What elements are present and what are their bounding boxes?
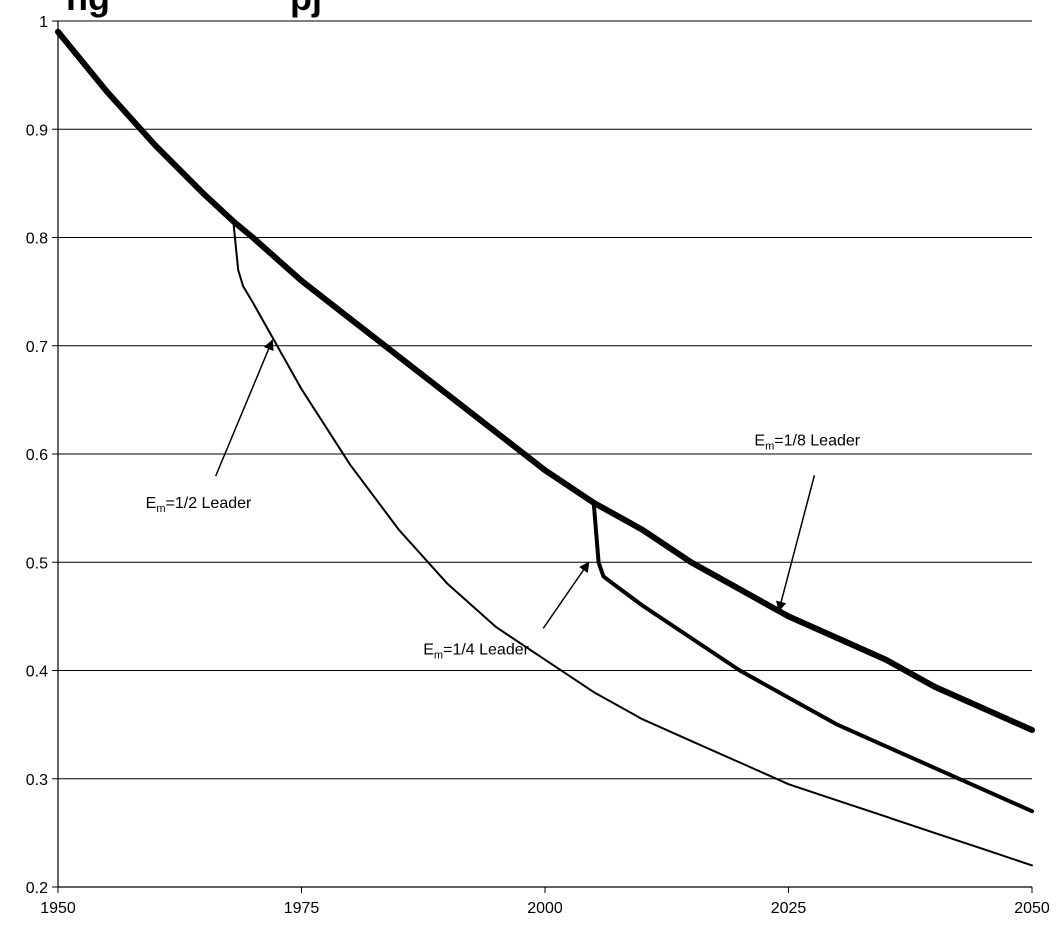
y-tick-label: 1 [39, 14, 48, 31]
x-tick-label: 2000 [527, 900, 563, 917]
x-tick-label: 2025 [771, 900, 807, 917]
chart-title: ng pj [66, 0, 322, 18]
x-tick-label: 2050 [1014, 900, 1050, 917]
annotation-arrow [542, 561, 590, 629]
y-tick-label: 0.5 [26, 555, 48, 572]
y-tick-label: 0.4 [26, 664, 48, 681]
y-tick-label: 0.9 [26, 122, 48, 139]
annotation-arrow [776, 475, 816, 612]
annotations: Em=1/2 Leader Em=1/4 Leader Em=1/8 Leader [146, 339, 861, 661]
x-tick-label: 1950 [40, 900, 76, 917]
y-tick-label: 0.2 [26, 880, 48, 897]
annotation-label: Em=1/8 Leader [754, 432, 860, 452]
annotation-arrow [214, 339, 274, 477]
x-axis-ticks: 1950 1975 2000 2025 2050 [40, 887, 1050, 917]
series-line-3 [232, 220, 1033, 867]
title-fragment-right: pj [290, 0, 322, 18]
y-tick-label: 0.7 [26, 339, 48, 356]
gridlines [58, 20, 1032, 780]
annotation-label: Em=1/4 Leader [423, 641, 529, 661]
series-layer [55, 28, 1035, 867]
x-tick-label: 1975 [284, 900, 320, 917]
series-line-2 [591, 500, 1034, 814]
y-tick-label: 0.6 [26, 447, 48, 464]
title-fragment-left: ng [66, 0, 110, 18]
y-tick-label: 0.3 [26, 772, 48, 789]
y-axis-ticks: 0.2 0.3 0.4 0.5 0.6 0.7 0.8 0.9 1 [26, 14, 58, 897]
series-line-1 [55, 28, 1035, 733]
y-tick-label: 0.8 [26, 231, 48, 248]
annotation-label: Em=1/2 Leader [146, 495, 252, 515]
